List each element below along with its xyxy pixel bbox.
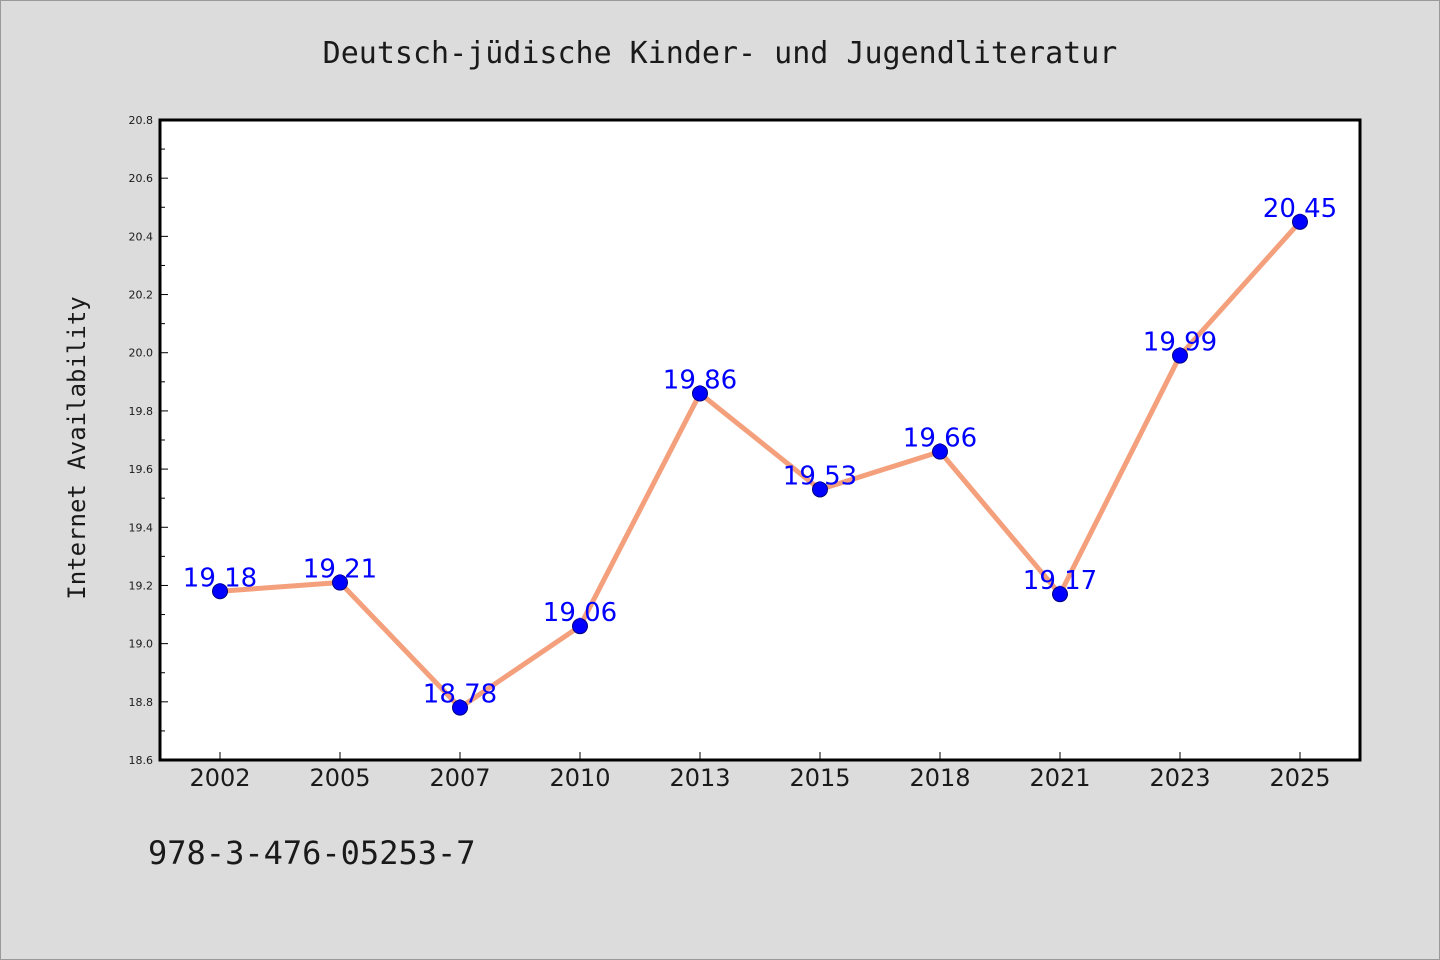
markers-group bbox=[212, 213, 1308, 716]
x-tick-label: 2010 bbox=[549, 764, 610, 792]
y-tick-label: 19.8 bbox=[129, 405, 154, 418]
data-label: 19.99 bbox=[1143, 328, 1217, 358]
series-line bbox=[219, 220, 1302, 711]
data-point-marker bbox=[212, 583, 228, 600]
x-tick-label: 2015 bbox=[789, 764, 850, 792]
y-tick-label: 20.4 bbox=[129, 230, 154, 243]
data-label: 20.45 bbox=[1263, 194, 1337, 224]
y-tick-label: 19.4 bbox=[129, 521, 154, 534]
data-label: 19.21 bbox=[303, 555, 377, 585]
data-point-marker bbox=[1292, 213, 1308, 230]
x-tick-label: 2018 bbox=[909, 764, 970, 792]
y-tick-label: 20.2 bbox=[129, 289, 154, 302]
data-label: 19.66 bbox=[903, 424, 977, 454]
y-tick-label: 18.8 bbox=[129, 696, 154, 709]
data-labels-group: 19.18 19.21 18.78 19.06 19.86 19.53 19.66 19.17… bbox=[183, 194, 1337, 710]
data-point-marker bbox=[332, 574, 348, 591]
y-axis: 18.6 18.8 19.0 19.2 19.4 19.6 19.8 20.0 20.2 20.4… bbox=[129, 114, 168, 767]
x-tick-label: 2021 bbox=[1029, 764, 1090, 792]
data-point-marker bbox=[692, 385, 708, 402]
x-tick-label: 2025 bbox=[1269, 764, 1330, 792]
y-tick-label: 19.2 bbox=[129, 579, 154, 592]
data-point-marker bbox=[572, 618, 588, 635]
y-tick-label: 18.6 bbox=[129, 754, 154, 767]
data-point-marker bbox=[1052, 586, 1068, 603]
data-label: 18.78 bbox=[423, 680, 497, 710]
isbn-text: 978-3-476-05253-7 bbox=[148, 834, 476, 872]
x-tick-label: 2002 bbox=[189, 764, 250, 792]
y-tick-label: 20.0 bbox=[129, 347, 154, 360]
data-label: 19.86 bbox=[663, 365, 737, 395]
y-tick-label: 20.6 bbox=[129, 172, 154, 185]
x-tick-label: 2023 bbox=[1149, 764, 1210, 792]
x-tick-label: 2013 bbox=[669, 764, 730, 792]
data-label: 19.06 bbox=[543, 598, 617, 628]
y-axis-label: Internet Availability bbox=[63, 296, 91, 599]
data-label: 19.53 bbox=[783, 461, 857, 491]
data-point-marker bbox=[1172, 347, 1188, 364]
x-tick-label: 2007 bbox=[429, 764, 490, 792]
y-tick-label: 19.6 bbox=[129, 463, 154, 476]
y-tick-label: 19.0 bbox=[129, 638, 154, 651]
y-tick-label: 20.8 bbox=[129, 114, 154, 127]
x-axis: 2002 2005 2007 2010 2013 2015 2018 2021 2023 2025 bbox=[189, 752, 1331, 792]
data-point-marker bbox=[452, 699, 468, 716]
data-point-marker bbox=[932, 443, 948, 460]
chart-title: Deutsch-jüdische Kinder- und Jugendliter… bbox=[323, 36, 1118, 71]
data-point-marker bbox=[812, 481, 828, 498]
data-label: 19.18 bbox=[183, 563, 257, 593]
series-line-group bbox=[219, 220, 1302, 711]
data-label: 19.17 bbox=[1023, 566, 1097, 596]
x-tick-label: 2005 bbox=[309, 764, 370, 792]
